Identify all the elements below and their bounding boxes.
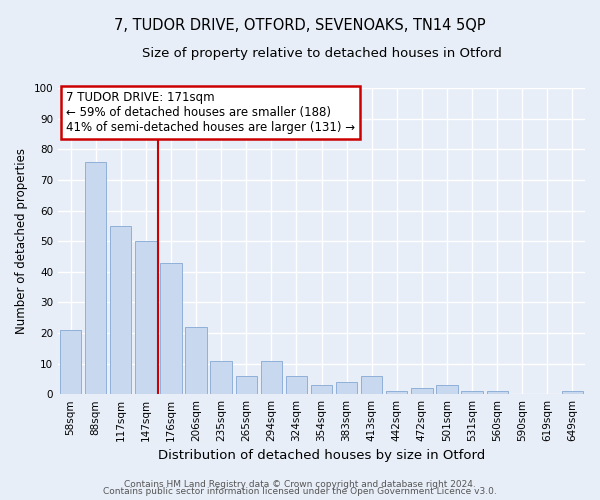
- Bar: [487, 391, 508, 394]
- Bar: [211, 360, 232, 394]
- Text: Contains public sector information licensed under the Open Government Licence v3: Contains public sector information licen…: [103, 487, 497, 496]
- Text: 7 TUDOR DRIVE: 171sqm
← 59% of detached houses are smaller (188)
41% of semi-det: 7 TUDOR DRIVE: 171sqm ← 59% of detached …: [66, 91, 355, 134]
- X-axis label: Distribution of detached houses by size in Otford: Distribution of detached houses by size …: [158, 450, 485, 462]
- Bar: [386, 391, 407, 394]
- Bar: [85, 162, 106, 394]
- Bar: [411, 388, 433, 394]
- Bar: [436, 385, 458, 394]
- Bar: [160, 262, 182, 394]
- Bar: [286, 376, 307, 394]
- Bar: [60, 330, 81, 394]
- Bar: [336, 382, 357, 394]
- Text: 7, TUDOR DRIVE, OTFORD, SEVENOAKS, TN14 5QP: 7, TUDOR DRIVE, OTFORD, SEVENOAKS, TN14 …: [114, 18, 486, 32]
- Bar: [135, 241, 157, 394]
- Bar: [236, 376, 257, 394]
- Text: Contains HM Land Registry data © Crown copyright and database right 2024.: Contains HM Land Registry data © Crown c…: [124, 480, 476, 489]
- Bar: [562, 391, 583, 394]
- Bar: [461, 391, 483, 394]
- Y-axis label: Number of detached properties: Number of detached properties: [15, 148, 28, 334]
- Bar: [311, 385, 332, 394]
- Bar: [185, 327, 207, 394]
- Bar: [110, 226, 131, 394]
- Title: Size of property relative to detached houses in Otford: Size of property relative to detached ho…: [142, 48, 502, 60]
- Bar: [260, 360, 282, 394]
- Bar: [361, 376, 382, 394]
